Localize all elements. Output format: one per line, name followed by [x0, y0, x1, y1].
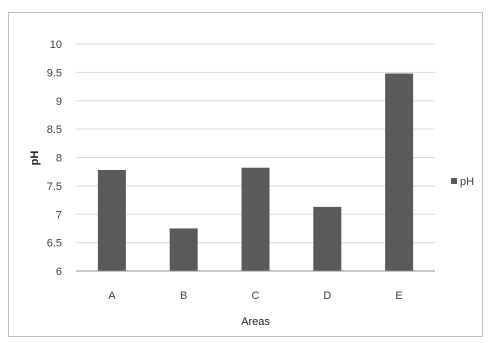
y-tick-label: 9.5: [47, 67, 62, 79]
y-tick-label: 7.5: [47, 181, 62, 193]
y-tick-label: 6.5: [47, 238, 62, 250]
bar-b: [169, 228, 198, 271]
y-tick-labels: 6 6.5 7 7.5 8 8.5 9 9.5 10: [47, 39, 62, 278]
bar-e: [385, 73, 414, 271]
bar-a: [97, 169, 126, 271]
x-axis-title: Areas: [241, 316, 270, 328]
x-tick-label: E: [395, 290, 402, 302]
legend-label: pH: [460, 176, 474, 188]
y-tick-label: 10: [50, 39, 62, 51]
y-axis-title: pH: [29, 151, 41, 166]
y-tick-label: 8: [56, 153, 62, 165]
legend-swatch: [451, 178, 457, 184]
x-tick-label: C: [252, 290, 260, 302]
x-tick-label: A: [108, 290, 116, 302]
x-tick-label: B: [180, 290, 187, 302]
x-tick-labels: A B C D E: [108, 290, 403, 302]
legend: pH: [451, 176, 474, 188]
x-tick-label: D: [323, 290, 331, 302]
y-tick-label: 6: [56, 266, 62, 278]
y-tick-label: 9: [56, 96, 62, 108]
y-tick-label: 7: [56, 209, 62, 221]
bar-c: [241, 167, 270, 271]
bar-d: [313, 206, 342, 271]
bars: [97, 73, 414, 271]
y-tick-label: 8.5: [47, 124, 62, 136]
